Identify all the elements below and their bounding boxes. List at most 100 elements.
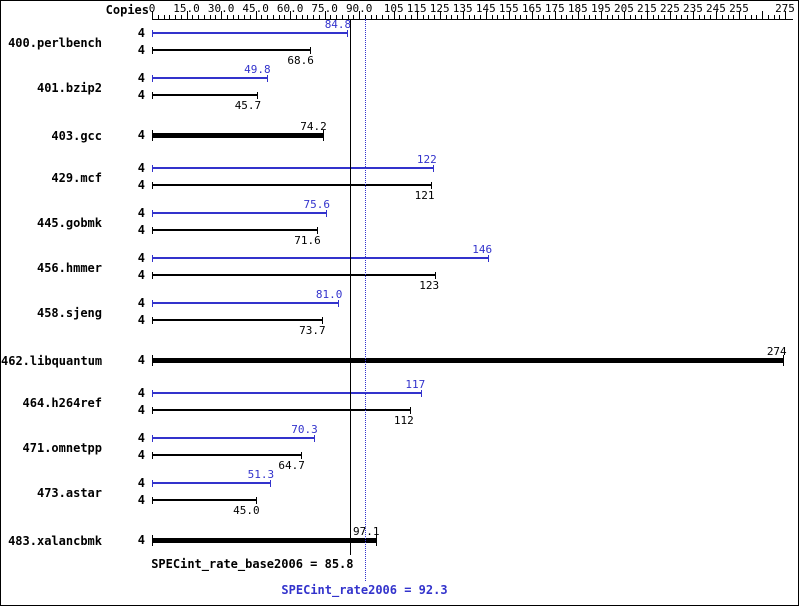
x-axis-line [152,19,793,20]
value-label: 274 [766,345,787,358]
copies-label: 4 [137,431,145,445]
bar-end-cap [430,181,432,189]
x-tick-label: 135 [452,2,473,15]
x-tick-label: 125 [429,2,450,15]
bar-end-cap [313,434,315,442]
x-tick-label: 155 [498,2,519,15]
value-label: 64.7 [278,459,305,472]
minor-tick [169,15,171,19]
minor-tick [618,15,620,19]
peak-mean-line [364,19,366,581]
copies-label: 4 [137,533,145,547]
minor-tick [422,15,424,19]
value-label: 97.1 [353,525,380,538]
minor-tick [767,15,769,19]
minor-tick [399,15,401,19]
value-label: 75.6 [303,198,331,211]
copies-label: 4 [137,178,145,192]
bar-start-cap [152,389,153,397]
x-tick-label: 235 [682,2,703,15]
x-tick-label: 275 [775,2,795,15]
minor-tick [278,15,280,19]
copies-label: 4 [137,43,145,57]
copies-label: 4 [137,313,145,327]
copies-label: 4 [137,476,145,490]
benchmark-bar [152,212,326,214]
x-tick-label: 115 [406,2,427,15]
minor-tick [526,15,527,19]
x-tick-label: 75.0 [311,2,338,15]
copies-label: 4 [137,448,145,462]
major-tick [508,11,510,19]
minor-tick [451,15,453,19]
copies-label: 4 [137,251,145,265]
bar-end-cap [300,451,302,459]
minor-tick [537,15,539,19]
bar-end-cap [488,254,490,262]
minor-tick [445,15,447,19]
minor-tick [226,15,228,19]
minor-tick [606,15,608,19]
minor-tick [238,15,240,19]
major-tick [393,11,395,19]
minor-tick [744,15,746,19]
benchmark-bar [152,357,783,363]
x-tick-label: 145 [475,2,496,15]
bar-end-cap [257,91,259,99]
major-tick [531,11,533,19]
minor-tick [503,15,504,19]
bar-end-cap [432,164,434,172]
x-tick-label: 225 [659,2,680,15]
major-tick [221,11,223,19]
benchmark-bar [152,49,310,51]
bar-start-cap [152,254,153,262]
benchmark-label: 401.bzip2 [36,80,102,95]
minor-tick [457,15,458,19]
copies-label: 4 [137,493,145,507]
copies-header: Copies [105,3,149,17]
minor-tick [215,15,217,19]
copies-label: 4 [137,353,145,367]
bar-end-cap [255,496,257,504]
x-tick-label: 245 [705,2,726,15]
bar-end-cap [409,406,411,414]
benchmark-bar [152,482,271,484]
benchmark-bar [152,437,314,439]
major-tick [762,11,763,19]
x-tick-label: 165 [521,2,542,15]
bar-start-cap [152,406,153,414]
minor-tick [710,15,712,19]
x-tick-label: 205 [613,2,634,15]
benchmark-bar [152,77,267,79]
minor-tick [520,15,522,19]
minor-tick [721,15,723,19]
minor-tick [175,15,176,19]
bar-start-cap [152,271,153,279]
minor-tick [209,15,211,19]
benchmark-label: 464.h264ref [22,395,102,410]
x-tick-label: 90.0 [345,2,373,15]
value-label: 49.8 [244,63,271,76]
major-tick [462,11,464,19]
major-tick [577,11,579,19]
minor-tick [198,15,199,19]
major-tick [416,11,418,19]
copies-label: 4 [137,206,145,220]
major-tick [669,11,671,19]
minor-tick [491,15,493,19]
x-tick-label: 215 [636,2,657,15]
major-tick [715,11,717,19]
copies-label: 4 [137,26,145,40]
benchmark-bar [152,32,348,34]
minor-tick [364,15,366,19]
minor-tick [635,15,637,19]
benchmark-label: 473.astar [36,485,102,500]
minor-tick [514,15,516,19]
major-tick [290,11,292,19]
benchmark-bar [152,167,433,169]
copies-label: 4 [137,223,145,237]
minor-tick [664,15,666,19]
minor-tick [733,15,735,19]
minor-tick [411,15,412,19]
bar-end-cap [309,46,311,54]
